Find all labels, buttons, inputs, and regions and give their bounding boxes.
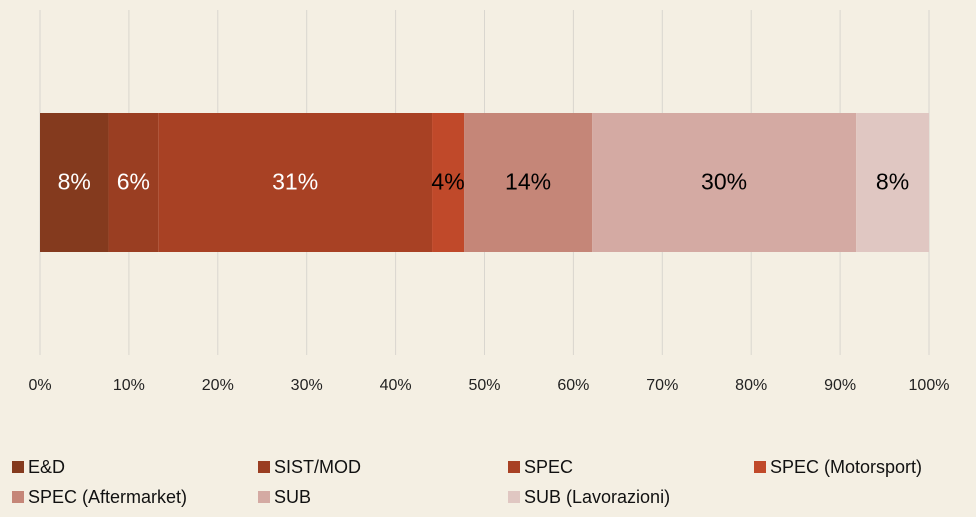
- bar-segment: [464, 113, 593, 252]
- x-tick-label: 100%: [909, 377, 950, 394]
- bar-segment: [108, 113, 159, 252]
- data-label: 30%: [701, 169, 747, 195]
- x-tick-label: 50%: [468, 377, 500, 394]
- x-tick-label: 40%: [380, 377, 412, 394]
- data-label: 6%: [117, 169, 150, 195]
- data-label: 8%: [58, 169, 91, 195]
- data-label: 31%: [272, 169, 318, 195]
- bar-segment: [432, 113, 465, 252]
- bar-segment: [592, 113, 857, 252]
- x-tick-label: 70%: [646, 377, 678, 394]
- x-tick-label: 30%: [291, 377, 323, 394]
- bar-segment: [856, 113, 929, 252]
- x-tick-label: 60%: [557, 377, 589, 394]
- x-tick-label: 20%: [202, 377, 234, 394]
- x-tick-label: 80%: [735, 377, 767, 394]
- legend-swatch: [508, 461, 520, 473]
- legend-swatch: [258, 461, 270, 473]
- bar-segment: [158, 113, 433, 252]
- x-tick-label: 90%: [824, 377, 856, 394]
- legend-swatch: [754, 461, 766, 473]
- legend-swatch: [258, 491, 270, 503]
- legend-label: SPEC: [524, 457, 573, 477]
- x-tick-label: 0%: [28, 377, 51, 394]
- legend-label: SIST/MOD: [274, 457, 361, 477]
- data-label: 4%: [431, 169, 464, 195]
- legend-label: SUB (Lavorazioni): [524, 487, 670, 507]
- legend-label: SUB: [274, 487, 311, 507]
- data-label: 8%: [876, 169, 909, 195]
- bar-segment: [40, 113, 109, 252]
- legend-swatch: [508, 491, 520, 503]
- legend-label: SPEC (Motorsport): [770, 457, 922, 477]
- x-tick-label: 10%: [113, 377, 145, 394]
- legend-swatch: [12, 491, 24, 503]
- legend-label: SPEC (Aftermarket): [28, 487, 187, 507]
- data-label: 14%: [505, 169, 551, 195]
- legend-swatch: [12, 461, 24, 473]
- legend-label: E&D: [28, 457, 65, 477]
